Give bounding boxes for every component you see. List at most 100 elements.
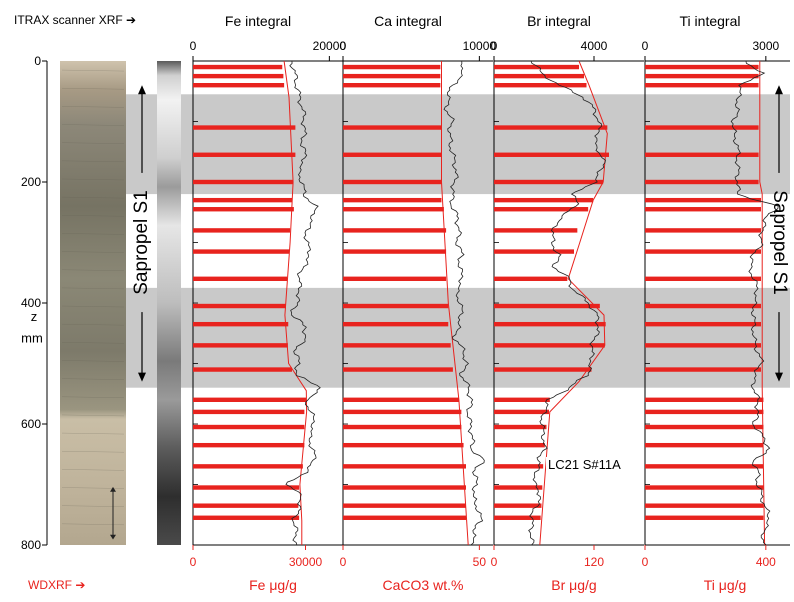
wdxrf-bar [645, 197, 761, 203]
wdxrf-bar [494, 276, 568, 281]
wdxrf-bar [645, 397, 764, 402]
wdxrf-bar [193, 228, 291, 233]
wdxrf-bar [645, 249, 761, 254]
wdxrf-bar [343, 152, 442, 157]
sapropel-arrow-head [138, 372, 146, 382]
bottom-title: CaCO3 wt.% [383, 577, 464, 593]
wdxrf-bar [193, 485, 300, 490]
itrax-profile [528, 60, 606, 546]
wdxrf-bar [193, 207, 294, 212]
wdxrf-bar [193, 125, 296, 130]
wdxrf-bar [645, 343, 761, 348]
wdxrf-bar [343, 464, 466, 469]
core-id-label: LC21 S#11A [546, 457, 623, 472]
wdxrf-bar [343, 249, 447, 254]
core-streak [61, 124, 125, 126]
wdxrf-bar [193, 503, 299, 508]
itrax-profile [730, 60, 779, 546]
model-line [759, 61, 766, 546]
core-streak [61, 196, 125, 199]
wdxrf-bar [494, 228, 578, 233]
top-title: Br integral [527, 13, 591, 29]
core-streak [61, 287, 125, 290]
sapropel-label-text: Sapropel S1 [769, 190, 790, 295]
top-tick-label: 3000 [752, 39, 779, 53]
wdxrf-bar [645, 409, 764, 415]
wdxrf-bar [193, 152, 296, 157]
wdxrf-bar [494, 83, 587, 88]
sapropel-arrow-head [775, 85, 783, 95]
wdxrf-bar [494, 515, 541, 520]
top-tick-label: 20000 [313, 39, 347, 53]
core-streak [61, 142, 125, 144]
core-streak [61, 178, 125, 181]
wdxrf-bar [645, 303, 761, 309]
top-title: Fe integral [225, 13, 291, 29]
bottom-tick-label: 50 [473, 555, 487, 569]
wdxrf-bar [193, 343, 288, 348]
depth-tick-label: 400 [21, 296, 41, 310]
top-tick-label: 0 [340, 39, 347, 53]
model-line [441, 61, 469, 546]
wdxrf-bar [645, 367, 761, 372]
wdxrf-bar [645, 125, 759, 130]
bottom-tick-label: 30000 [289, 555, 323, 569]
wdxrf-bar [645, 515, 764, 520]
wdxrf-bar [343, 276, 447, 281]
panel-br: Br integral 0 4000 0 120 Br μg/g [491, 13, 644, 593]
core-streak [61, 396, 125, 399]
depth-axis: 0 200 400 600 800 z mm [21, 54, 48, 552]
wdxrf-bar [193, 367, 292, 372]
sapropel-arrow-head [775, 372, 783, 382]
depth-tick-label: 600 [21, 417, 41, 431]
core-streak [61, 414, 125, 417]
core-streak [61, 323, 125, 326]
wdxrf-bar [494, 197, 594, 203]
wdxrf-bar [343, 321, 449, 327]
core-scale-arrow [110, 534, 116, 540]
wdxrf-bar [343, 424, 462, 430]
wdxrf-bar [343, 515, 466, 520]
wdxrf-bar [193, 179, 294, 185]
wdxrf-bar [645, 503, 764, 508]
core-streak [61, 215, 125, 217]
wdxrf-bar [193, 303, 286, 309]
wdxrf-bar [494, 424, 547, 430]
top-tick-label: 0 [491, 39, 498, 53]
wdxrf-bar [645, 179, 759, 185]
bottom-tick-label: 0 [642, 555, 649, 569]
panel-ti: Ti integral 0 3000 0 400 Ti μg/g [642, 13, 790, 593]
bottom-tick-label: 0 [340, 555, 347, 569]
core-streak [61, 305, 125, 308]
wdxrf-bar [645, 64, 759, 70]
bottom-tick-label: 400 [756, 555, 776, 569]
sapropel-label: Sapropel S1 [769, 85, 790, 382]
core-streak [61, 160, 125, 163]
wdxrf-bar [193, 321, 289, 327]
wdxrf-bar [193, 64, 283, 70]
wdxrf-bar [343, 207, 444, 212]
wdxrf-bar [645, 152, 759, 157]
depth-axis-label-z: z [31, 309, 38, 324]
wdxrf-bar [193, 249, 290, 254]
depth-tick-label: 200 [21, 175, 41, 189]
sapropel-arrow-head [138, 85, 146, 95]
wdxrf-bar [494, 442, 545, 448]
wdxrf-bar [494, 367, 592, 372]
wdxrf-bar [343, 367, 453, 372]
top-title: Ca integral [374, 13, 442, 29]
wdxrf-bar [193, 424, 305, 430]
wdxrf-bar [645, 424, 764, 430]
wdxrf-bar [494, 397, 550, 402]
core-streak [61, 432, 125, 435]
wdxrf-bar [494, 321, 606, 327]
bottom-axis-label: WDXRF ➔ [28, 578, 86, 592]
wdxrf-bar [343, 73, 441, 79]
wdxrf-bar [343, 485, 466, 490]
wdxrf-bar [343, 228, 447, 233]
wdxrf-bar [494, 464, 544, 469]
wdxrf-bar [343, 442, 464, 448]
model-line [539, 60, 608, 546]
wdxrf-bar [193, 197, 292, 203]
